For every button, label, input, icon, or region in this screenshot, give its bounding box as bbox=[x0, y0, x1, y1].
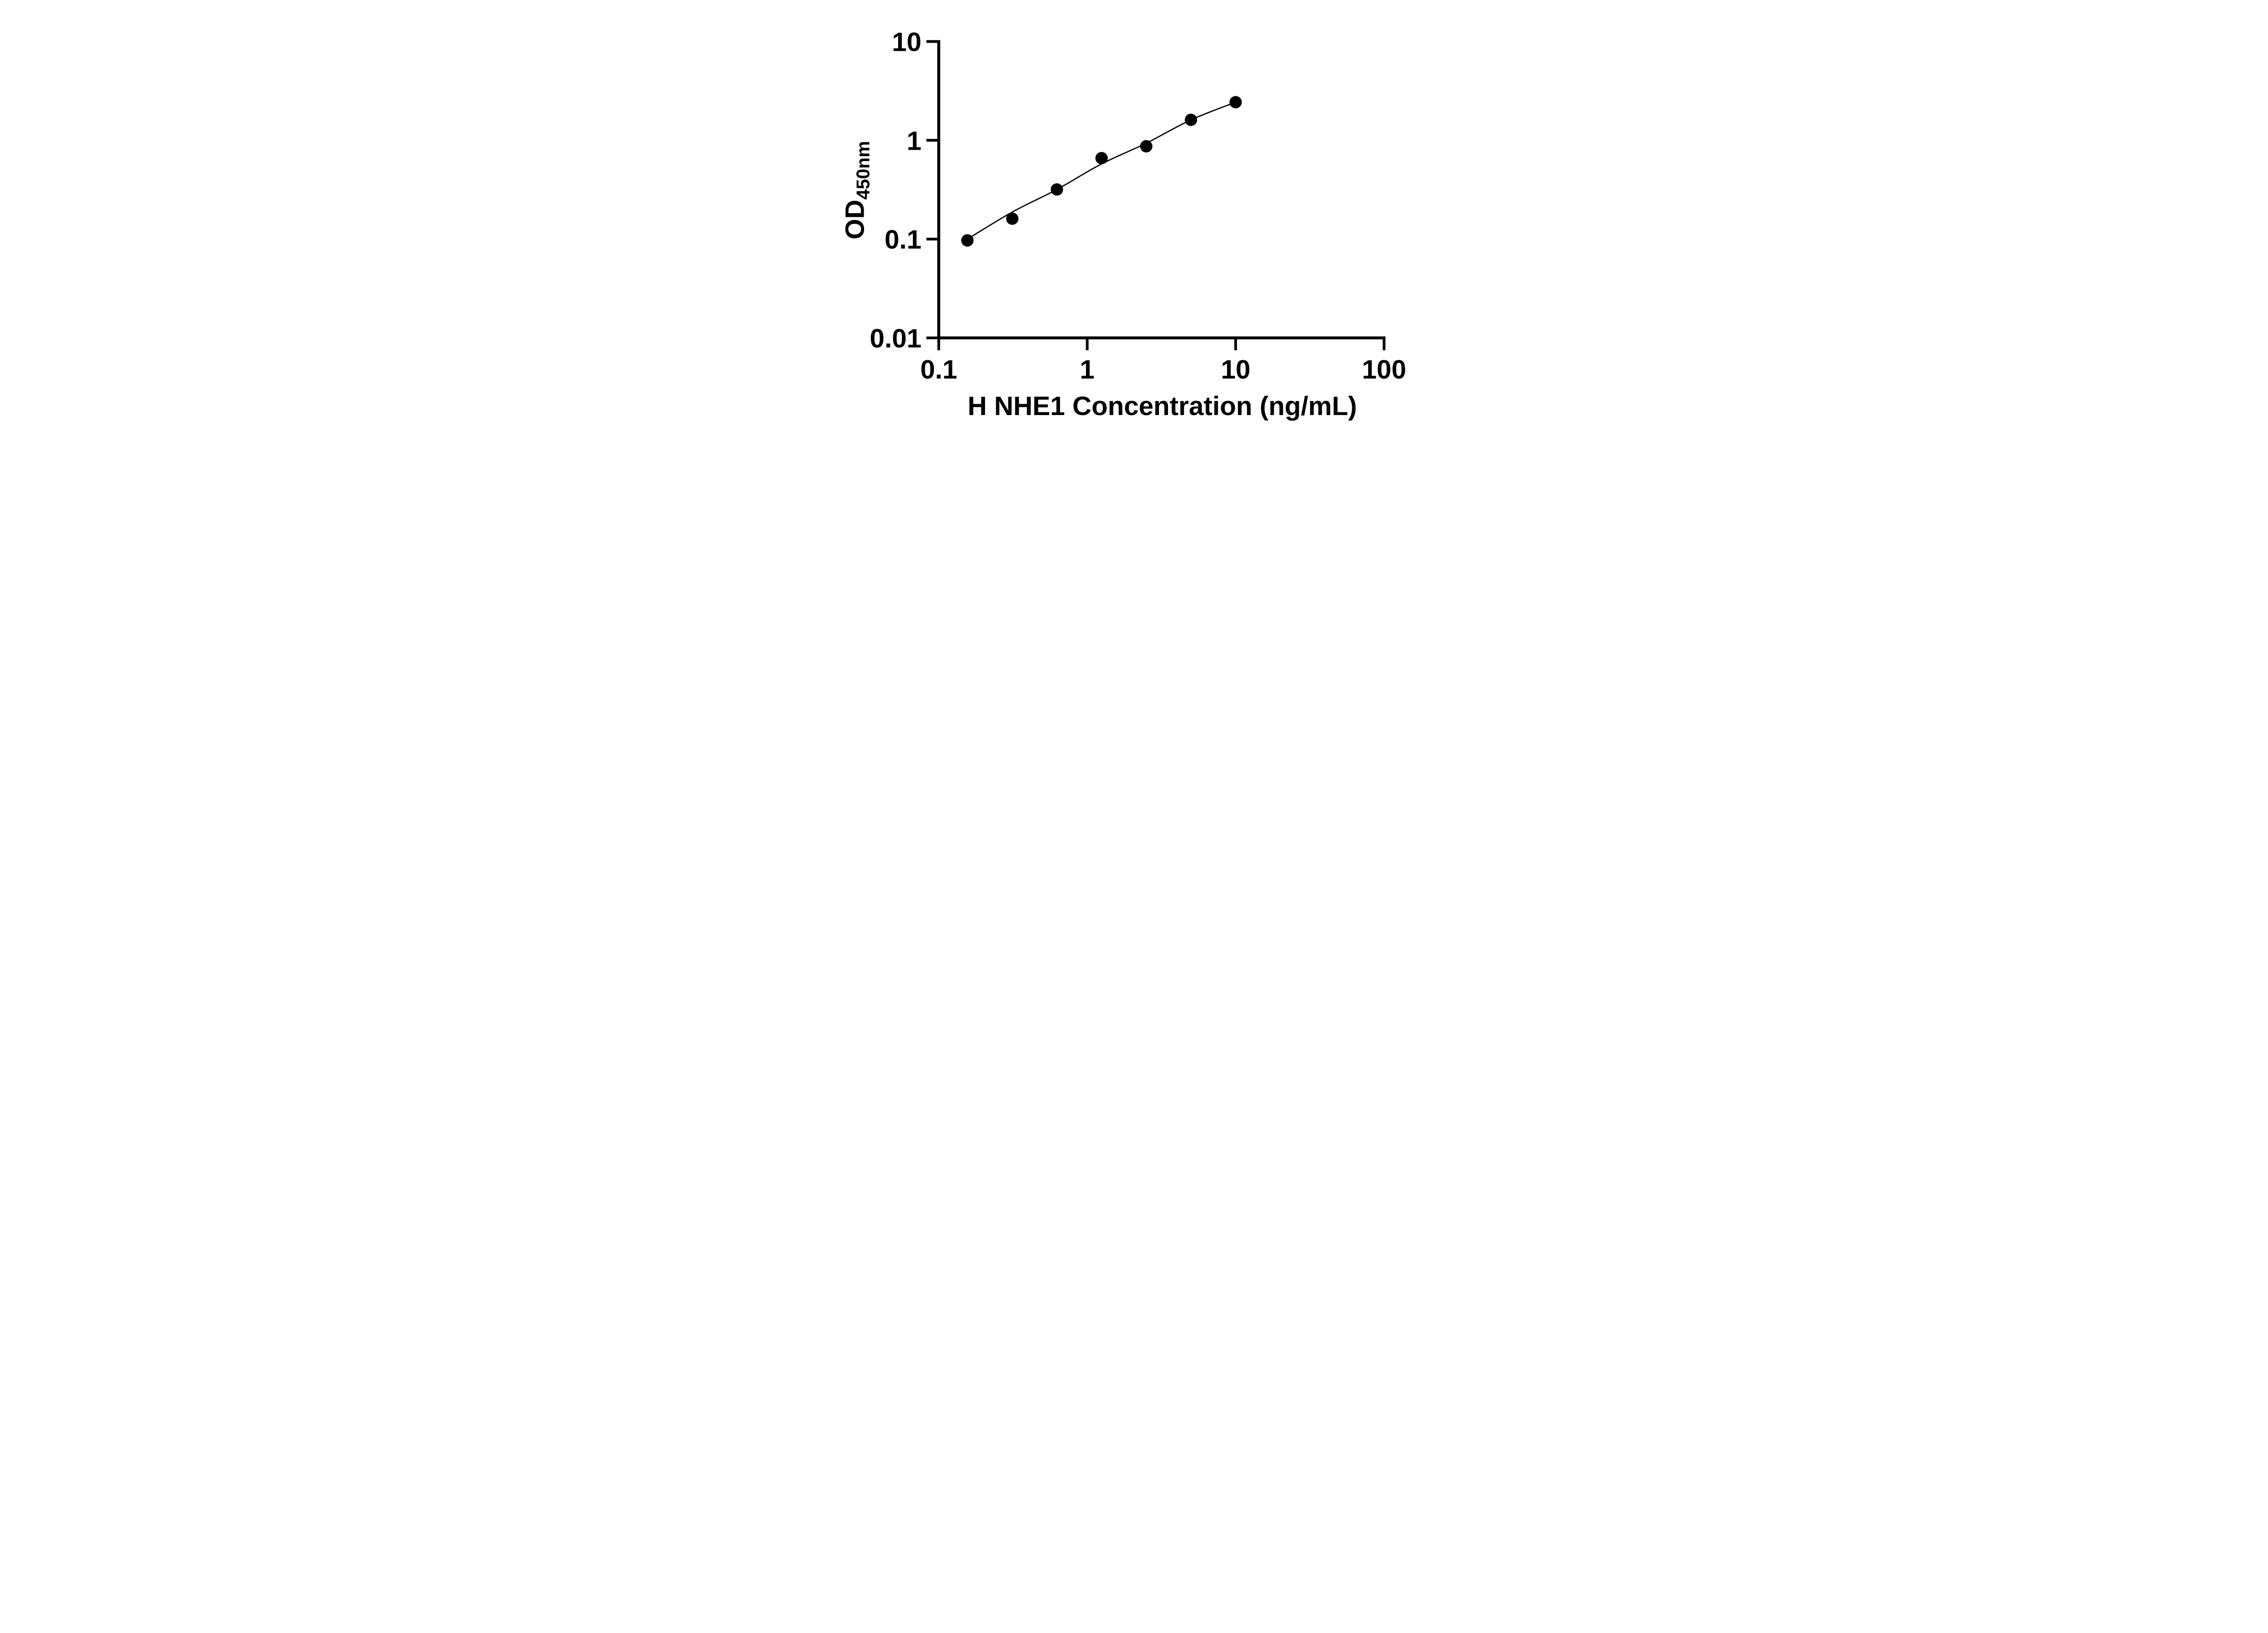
x-tick-label: 1 bbox=[1080, 355, 1095, 384]
x-axis-title: H NHE1 Concentration (ng/mL) bbox=[968, 391, 1357, 421]
data-point bbox=[1051, 183, 1063, 196]
y-tick-label: 10 bbox=[892, 27, 921, 57]
data-point bbox=[1184, 113, 1198, 126]
y-tick-label: 1 bbox=[907, 126, 922, 156]
y-tick-label: 0.1 bbox=[885, 225, 921, 254]
y-axis-title-subscript: 450nm bbox=[853, 141, 874, 200]
data-point bbox=[961, 234, 974, 247]
x-tick-label: 100 bbox=[1362, 355, 1407, 384]
y-tick-label: 0.01 bbox=[870, 324, 922, 353]
data-point bbox=[1229, 96, 1242, 108]
data-point bbox=[1006, 212, 1019, 225]
elisa-standard-curve-figure: 10 1 0.1 0.01 0.1 1 10 100 H NHE1 Concentration… bbox=[816, 0, 1452, 445]
data-point bbox=[1140, 140, 1153, 153]
data-point bbox=[1095, 152, 1108, 165]
x-tick-label: 0.1 bbox=[920, 355, 957, 384]
y-axis-title-main: OD bbox=[840, 200, 870, 240]
y-axis-title: OD450nm bbox=[840, 141, 873, 240]
x-tick-label: 10 bbox=[1221, 355, 1251, 384]
